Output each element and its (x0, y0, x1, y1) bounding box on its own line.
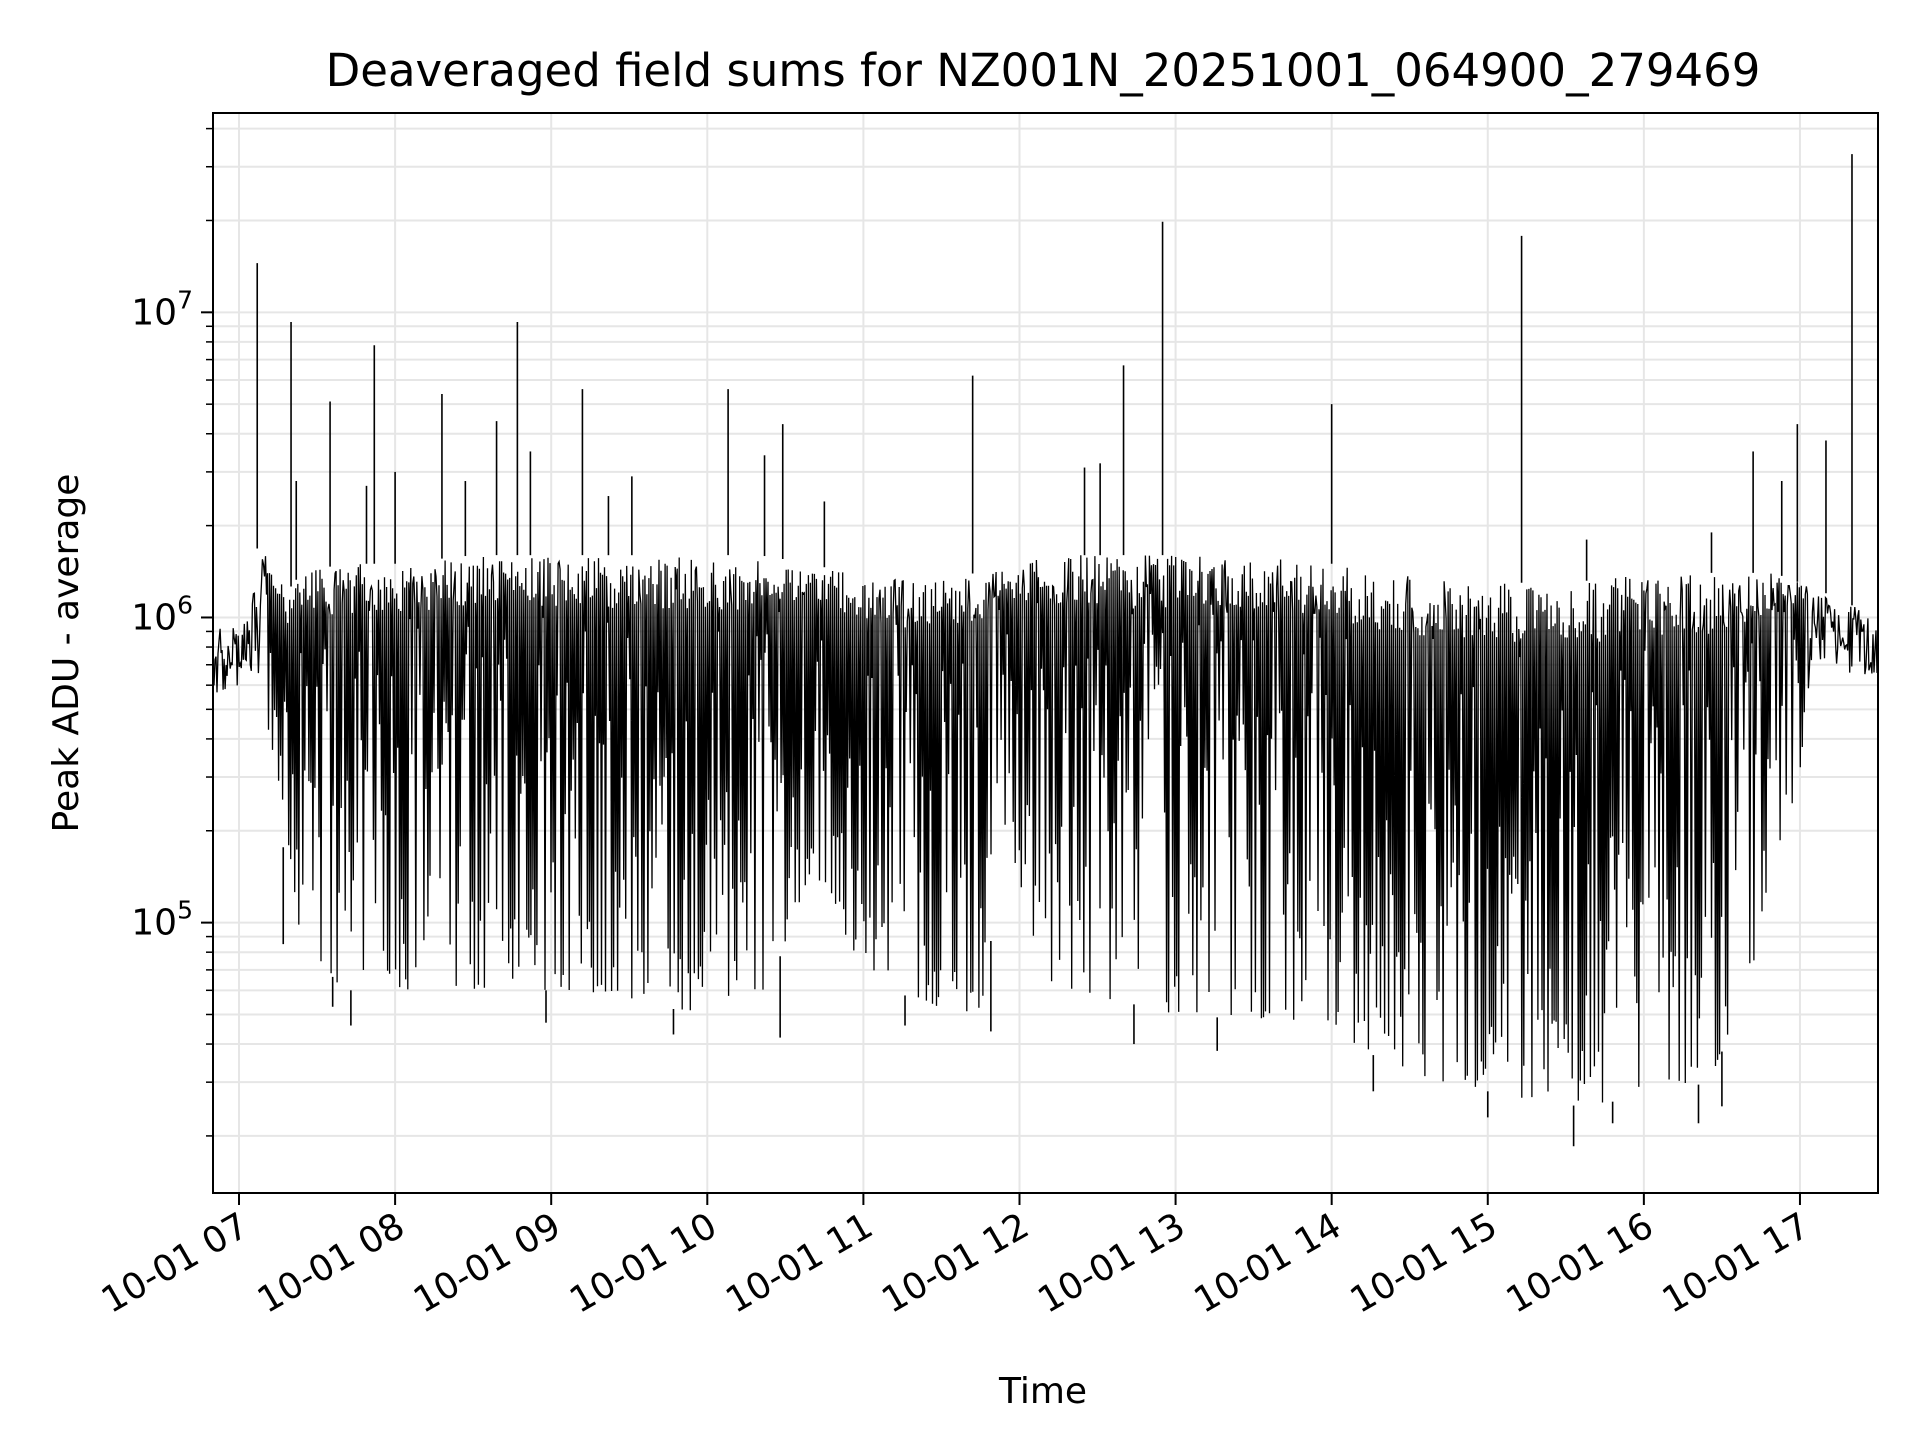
chart-title: Deaveraged field sums for NZ001N_2025100… (326, 44, 1761, 97)
y-axis-label: Peak ADU - average (46, 474, 87, 833)
y-tick-label: 106 (131, 590, 193, 638)
y-axis: 105 106 107 (131, 127, 213, 1137)
x-axis-label: Time (998, 1371, 1087, 1412)
plot-frame (212, 112, 1879, 1194)
y-tick-label: 105 (131, 896, 193, 944)
y-tick-label: 107 (131, 285, 193, 333)
data-series-line (213, 555, 1878, 1103)
data-layer (213, 154, 1878, 1147)
plot-area (213, 113, 1878, 1193)
